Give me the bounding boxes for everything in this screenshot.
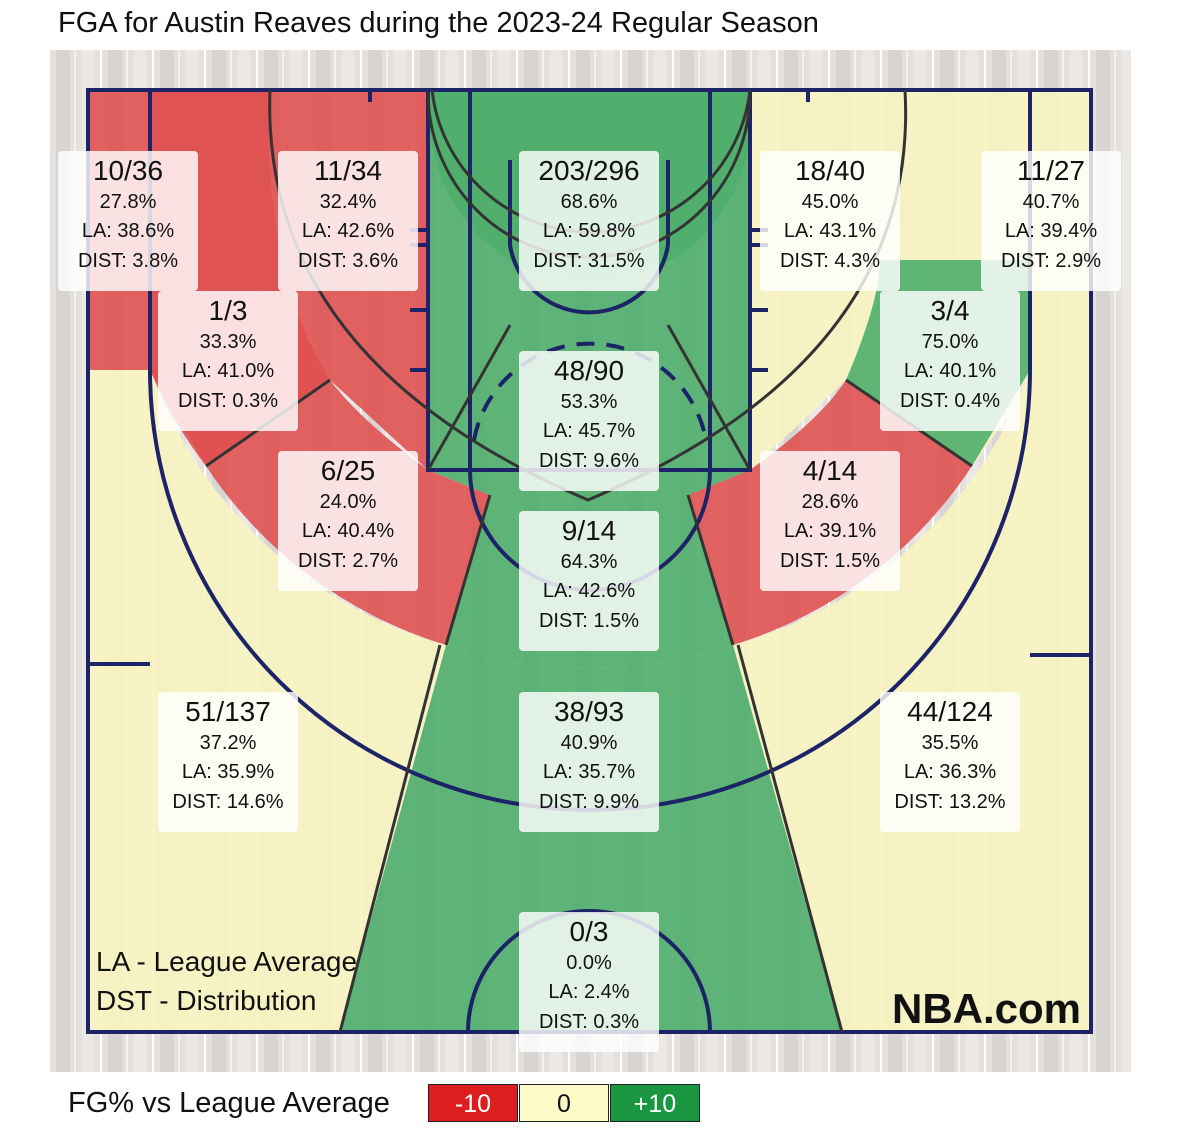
zone-made-attempts: 18/40 bbox=[794, 155, 866, 186]
zone-fg-percent: 27.8% bbox=[99, 191, 157, 213]
zone-distribution: DIST: 4.3% bbox=[779, 250, 881, 272]
zone-distribution: DIST: 0.3% bbox=[177, 390, 279, 412]
zone-label-right-wing-mid: 4/14 28.6% LA: 39.1% DIST: 1.5% bbox=[760, 451, 900, 591]
zone-league-average: LA: 45.7% bbox=[542, 420, 636, 442]
zone-fg-percent: 64.3% bbox=[560, 551, 618, 573]
zone-label-top-key-mid: 9/14 64.3% LA: 42.6% DIST: 1.5% bbox=[519, 511, 659, 651]
chart-title: FGA for Austin Reaves during the 2023-24… bbox=[58, 7, 819, 39]
zone-made-attempts: 38/93 bbox=[553, 696, 625, 727]
zone-label-right-wing-3pt: 44/124 35.5% LA: 36.3% DIST: 13.2% bbox=[880, 692, 1020, 832]
zone-distribution: DIST: 3.8% bbox=[77, 250, 179, 272]
zone-made-attempts: 1/3 bbox=[208, 295, 248, 326]
zone-league-average: LA: 2.4% bbox=[548, 981, 630, 1003]
zone-label-paint-non-ra: 48/90 53.3% LA: 45.7% DIST: 9.6% bbox=[519, 351, 659, 491]
zone-fg-percent: 28.6% bbox=[801, 491, 859, 513]
zone-league-average: LA: 38.6% bbox=[81, 220, 175, 242]
zone-label-right-corner-3: 11/27 40.7% LA: 39.4% DIST: 2.9% bbox=[981, 151, 1121, 291]
zone-distribution: DIST: 0.4% bbox=[899, 390, 1001, 412]
zone-made-attempts: 51/137 bbox=[185, 696, 271, 727]
zone-fg-percent: 35.5% bbox=[921, 732, 979, 754]
zone-league-average: LA: 41.0% bbox=[181, 360, 275, 382]
zone-made-attempts: 11/27 bbox=[1017, 155, 1085, 186]
zone-distribution: DIST: 1.5% bbox=[538, 610, 640, 632]
zone-label-left-corner-3: 10/36 27.8% LA: 38.6% DIST: 3.8% bbox=[58, 151, 198, 291]
zone-fg-percent: 40.7% bbox=[1022, 191, 1080, 213]
zone-distribution: DIST: 9.9% bbox=[538, 791, 640, 813]
zone-fg-percent: 75.0% bbox=[921, 331, 979, 353]
zone-label-restricted-area: 203/296 68.6% LA: 59.8% DIST: 31.5% bbox=[519, 151, 659, 291]
zone-league-average: LA: 40.1% bbox=[903, 360, 997, 382]
zone-league-average: LA: 39.4% bbox=[1004, 220, 1098, 242]
zone-made-attempts: 4/14 bbox=[802, 455, 858, 486]
zone-fg-percent: 45.0% bbox=[801, 191, 859, 213]
legend-title: FG% vs League Average bbox=[68, 1087, 390, 1119]
zone-label-left-wing-3: 11/34 32.4% LA: 42.6% DIST: 3.6% bbox=[278, 151, 418, 291]
footnote-distribution: DST - Distribution bbox=[96, 985, 317, 1016]
zone-league-average: LA: 42.6% bbox=[542, 580, 636, 602]
zone-label-left-wing-3pt: 51/137 37.2% LA: 35.9% DIST: 14.6% bbox=[158, 692, 298, 832]
zone-fg-percent: 0.0% bbox=[566, 952, 612, 974]
zone-made-attempts: 6/25 bbox=[320, 455, 376, 486]
zone-made-attempts: 11/34 bbox=[314, 155, 382, 186]
legend-average: 0 bbox=[519, 1084, 609, 1122]
zone-league-average: LA: 59.8% bbox=[542, 220, 636, 242]
zone-label-left-wing-mid: 6/25 24.0% LA: 40.4% DIST: 2.7% bbox=[278, 451, 418, 591]
legend-below-average: -10 bbox=[428, 1084, 518, 1122]
zone-made-attempts: 9/14 bbox=[561, 515, 617, 546]
legend-above-average: +10 bbox=[610, 1084, 700, 1122]
zone-made-attempts: 203/296 bbox=[538, 155, 640, 186]
zone-fg-percent: 37.2% bbox=[199, 732, 257, 754]
zone-fg-percent: 53.3% bbox=[560, 391, 618, 413]
zone-distribution: DIST: 2.7% bbox=[297, 550, 399, 572]
zone-fg-percent: 32.4% bbox=[319, 191, 377, 213]
zone-league-average: LA: 35.7% bbox=[542, 761, 636, 783]
zone-distribution: DIST: 2.9% bbox=[1000, 250, 1102, 272]
zone-league-average: LA: 42.6% bbox=[301, 220, 395, 242]
zone-distribution: DIST: 14.6% bbox=[172, 791, 284, 813]
zone-label-right-wing-3: 18/40 45.0% LA: 43.1% DIST: 4.3% bbox=[760, 151, 900, 291]
zone-fg-percent: 33.3% bbox=[199, 331, 257, 353]
zone-distribution: DIST: 31.5% bbox=[533, 250, 645, 272]
zone-fg-percent: 68.6% bbox=[560, 191, 618, 213]
zone-label-backcourt: 0/3 0.0% LA: 2.4% DIST: 0.3% bbox=[519, 912, 659, 1052]
zone-league-average: LA: 35.9% bbox=[181, 761, 275, 783]
zone-fg-percent: 24.0% bbox=[319, 491, 377, 513]
zone-distribution: DIST: 1.5% bbox=[779, 550, 881, 572]
zone-distribution: DIST: 9.6% bbox=[538, 450, 640, 472]
zone-label-left-baseline-mid: 1/3 33.3% LA: 41.0% DIST: 0.3% bbox=[158, 291, 298, 431]
zone-distribution: DIST: 0.3% bbox=[538, 1011, 640, 1033]
brand-logo: NBA.com bbox=[892, 985, 1082, 1032]
zone-league-average: LA: 40.4% bbox=[301, 520, 395, 542]
zone-made-attempts: 3/4 bbox=[930, 295, 970, 326]
zone-label-top-key-3: 38/93 40.9% LA: 35.7% DIST: 9.9% bbox=[519, 692, 659, 832]
zone-made-attempts: 0/3 bbox=[569, 916, 609, 947]
zone-distribution: DIST: 13.2% bbox=[894, 791, 1006, 813]
zone-distribution: DIST: 3.6% bbox=[297, 250, 399, 272]
zone-label-right-baseline-mid: 3/4 75.0% LA: 40.1% DIST: 0.4% bbox=[880, 291, 1020, 431]
footnote-league-average: LA - League Average bbox=[96, 946, 358, 977]
zone-league-average: LA: 43.1% bbox=[783, 220, 877, 242]
zone-league-average: LA: 36.3% bbox=[903, 761, 997, 783]
zone-made-attempts: 48/90 bbox=[553, 355, 625, 386]
zone-fg-percent: 40.9% bbox=[560, 732, 618, 754]
zone-made-attempts: 44/124 bbox=[907, 696, 993, 727]
zone-made-attempts: 10/36 bbox=[92, 155, 164, 186]
zone-top-key-3 bbox=[340, 645, 842, 1032]
zone-league-average: LA: 39.1% bbox=[783, 520, 877, 542]
